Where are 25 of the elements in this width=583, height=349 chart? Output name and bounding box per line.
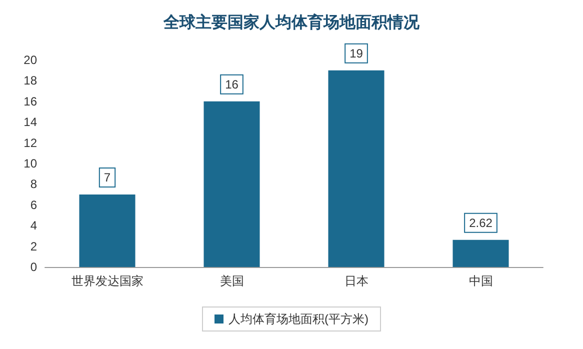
y-tick-label: 20 [24,53,38,67]
bar [79,194,136,267]
x-tick-label: 日本 [344,274,368,288]
y-tick-label: 8 [30,177,38,192]
y-tick-label: 4 [30,218,38,233]
y-tick-label: 16 [24,94,38,108]
x-tick-label: 美国 [220,274,244,288]
y-tick-label: 12 [24,136,38,150]
y-tick-label: 2 [30,239,38,254]
bar [328,70,384,267]
y-tick-label: 6 [30,198,38,212]
data-label: 19 [350,46,364,60]
data-label: 16 [225,77,239,92]
data-label: 2.62 [469,216,493,230]
y-tick-label: 10 [24,156,38,170]
legend-label: 人均体育场地面积(平方米) [228,312,369,326]
x-tick-label: 中国 [468,274,493,288]
bar [204,101,260,267]
bar [452,240,509,267]
chart-title: 全球主要国家人均体育场地面积情况 [162,12,420,32]
y-tick-label: 0 [30,260,38,274]
y-tick-label: 14 [24,115,38,130]
x-tick-label: 世界发达国家 [71,274,144,288]
data-label: 7 [104,170,111,185]
y-tick-label: 18 [24,74,38,88]
